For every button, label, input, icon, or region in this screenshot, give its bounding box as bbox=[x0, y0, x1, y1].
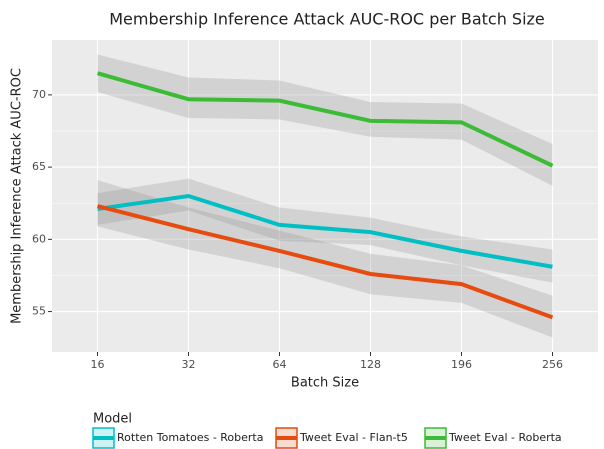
x-tick-label: 128 bbox=[360, 358, 381, 371]
x-axis-label: Batch Size bbox=[291, 376, 359, 391]
legend-entry: Rotten Tomatoes - Roberta bbox=[92, 427, 264, 449]
y-tick-label: 65 bbox=[32, 160, 46, 173]
line bbox=[97, 193, 553, 269]
y-tick-label: 55 bbox=[32, 305, 46, 318]
legend-label: Rotten Tomatoes - Roberta bbox=[117, 431, 264, 444]
legend-title: Model bbox=[93, 412, 132, 427]
x-tick-label: 196 bbox=[451, 358, 472, 371]
x-tick-label: 32 bbox=[182, 358, 196, 371]
y-tick-label: 60 bbox=[32, 232, 46, 245]
x-tick-label: 16 bbox=[91, 358, 105, 371]
x-tick-label: 256 bbox=[542, 358, 563, 371]
y-tick-label: 70 bbox=[32, 88, 46, 101]
line bbox=[96, 71, 554, 168]
x-tick-label: 64 bbox=[273, 358, 287, 371]
confidence-band bbox=[97, 54, 553, 186]
legend-entry: Tweet Eval - Roberta bbox=[424, 427, 562, 449]
legend-label: Tweet Eval - Roberta bbox=[448, 431, 562, 444]
legend-label: Tweet Eval - Flan-t5 bbox=[299, 431, 408, 444]
line bbox=[97, 204, 554, 320]
legend-entry: Tweet Eval - Flan-t5 bbox=[275, 427, 408, 449]
confidence-band bbox=[97, 180, 553, 338]
y-axis-label: Membership Inference Attack AUC-ROC bbox=[10, 68, 25, 324]
chart-title: Membership Inference Attack AUC-ROC per … bbox=[109, 10, 545, 29]
